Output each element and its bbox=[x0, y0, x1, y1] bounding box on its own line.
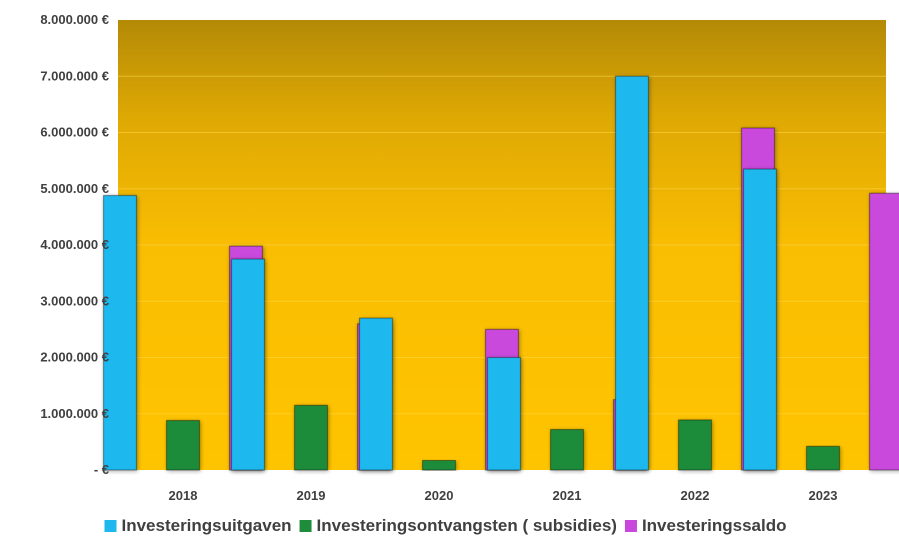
x-tick-label: 2020 bbox=[425, 488, 454, 503]
x-tick-label: 2022 bbox=[681, 488, 710, 503]
x-tick-label: 2023 bbox=[809, 488, 838, 503]
x-tick-label: 2021 bbox=[553, 488, 582, 503]
y-tick-label: 5.000.000 € bbox=[40, 181, 109, 196]
x-tick-label: 2018 bbox=[169, 488, 198, 503]
bar-investeringsontvangsten-subsidies-2023 bbox=[807, 446, 840, 470]
legend: Investeringsuitgaven Investeringsontvangs… bbox=[104, 516, 786, 535]
bar-investeringsontvangsten-subsidies-2021 bbox=[551, 430, 584, 471]
bar-investeringsuitgaven-2023 bbox=[744, 169, 777, 470]
bar-investeringsuitgaven-2021 bbox=[488, 358, 521, 471]
y-tick-label: 3.000.000 € bbox=[40, 293, 109, 308]
y-tick-label: 7.000.000 € bbox=[40, 68, 109, 83]
bar-investeringsontvangsten-subsidies-2020 bbox=[423, 460, 456, 470]
legend-label: Investeringssaldo bbox=[642, 516, 787, 535]
bar-investeringsuitgaven-2022 bbox=[616, 76, 649, 470]
y-tick-label: 8.000.000 € bbox=[40, 12, 109, 27]
legend-label: Investeringsontvangsten ( subsidies) bbox=[317, 516, 617, 535]
bar-investeringsuitgaven-2020 bbox=[360, 318, 393, 470]
bar-investeringsontvangsten-subsidies-2018 bbox=[167, 421, 200, 471]
bar-investeringsontvangsten-subsidies-2019 bbox=[295, 405, 328, 470]
y-tick-label: 6.000.000 € bbox=[40, 125, 109, 140]
y-tick-label: 4.000.000 € bbox=[40, 237, 109, 252]
bar-investeringsontvangsten-subsidies-2022 bbox=[679, 420, 712, 470]
bar-investeringsuitgaven-2019 bbox=[232, 259, 265, 470]
y-tick-label: 2.000.000 € bbox=[40, 350, 109, 365]
y-tick-label: - € bbox=[94, 462, 109, 477]
bar-investeringssaldo-2023 bbox=[870, 193, 899, 470]
legend-label: Investeringsuitgaven bbox=[121, 516, 291, 535]
legend-swatch bbox=[625, 520, 637, 532]
legend-swatch bbox=[104, 520, 116, 532]
y-tick-label: 1.000.000 € bbox=[40, 406, 109, 421]
x-tick-label: 2019 bbox=[297, 488, 326, 503]
legend-swatch bbox=[300, 520, 312, 532]
